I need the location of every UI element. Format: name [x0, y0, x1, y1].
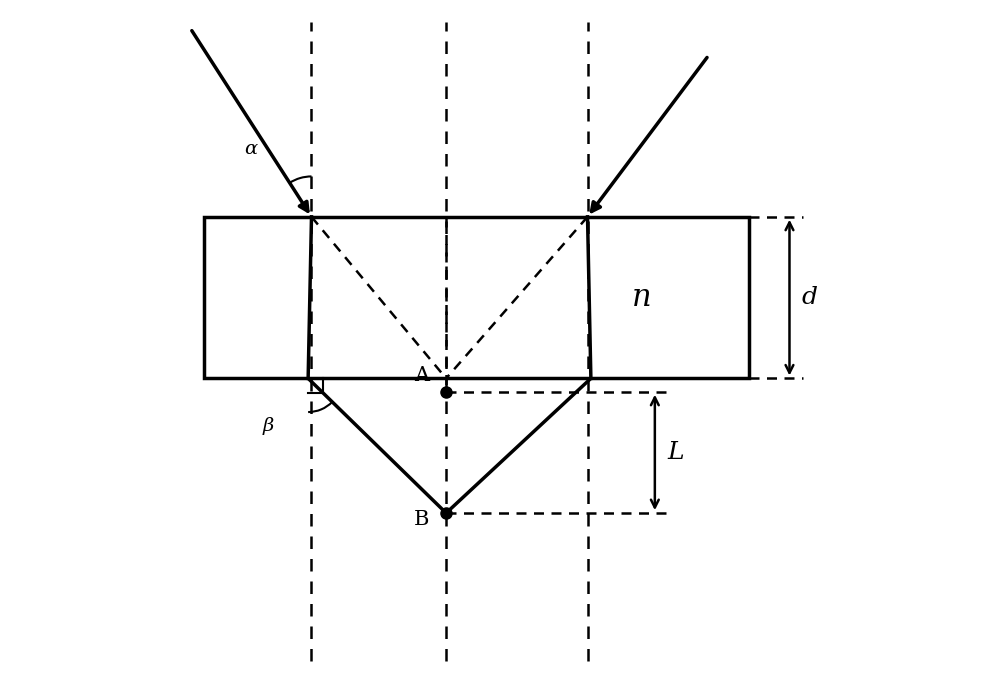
Text: A: A: [414, 366, 429, 385]
Text: n: n: [632, 282, 651, 313]
Text: L: L: [667, 441, 684, 464]
Text: α: α: [244, 141, 257, 158]
Text: β: β: [262, 416, 273, 435]
Text: d: d: [802, 286, 818, 309]
Text: B: B: [414, 510, 429, 529]
